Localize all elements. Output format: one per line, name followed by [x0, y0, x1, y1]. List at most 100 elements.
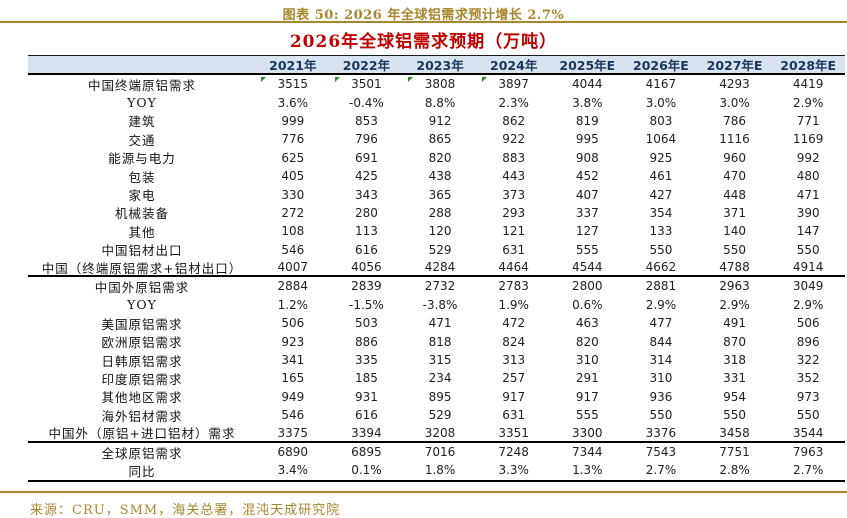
value-cell: 550 [796, 242, 820, 257]
value-cell: -3.8% [422, 297, 458, 312]
value-cell: 120 [428, 224, 452, 239]
value-cell: 853 [354, 113, 378, 128]
table-row: 能源与电力 625 691 820 883 908 925 960 992 [28, 149, 845, 167]
value-cell: 3376 [645, 425, 677, 440]
value-cell: 427 [649, 187, 673, 202]
value-cell: 0.1% [351, 463, 382, 478]
value-cell: 140 [723, 224, 747, 239]
value-cell: 999 [281, 113, 305, 128]
value-cell: 7248 [498, 445, 529, 459]
value-cell: 776 [281, 132, 305, 147]
value-cell: 529 [428, 408, 452, 423]
value-cell: 555 [575, 242, 599, 257]
value-cell: 3208 [424, 425, 456, 440]
table-row: 中国外原铝需求 2884 2839 2732 2783 2800 2881 2963 3049 [28, 277, 845, 295]
value-cell: 371 [723, 205, 747, 220]
value-cell: 4056 [351, 260, 382, 275]
cell-corner-marker-icon [481, 77, 487, 82]
value-cell: 954 [723, 389, 747, 404]
value-cell: 7543 [645, 445, 677, 459]
value-cell: 550 [723, 408, 747, 423]
value-cell: 2884 [277, 279, 309, 294]
value-cell: 185 [354, 371, 378, 386]
value-cell: 3049 [792, 279, 824, 294]
value-cell: 2.7% [645, 463, 677, 478]
value-cell: 352 [796, 371, 820, 386]
row-label: 中国（终端原铝需求+铝材出口） [41, 260, 243, 276]
cell-corner-marker-icon [261, 77, 266, 82]
value-cell: 616 [354, 408, 378, 423]
value-cell: 314 [649, 353, 673, 368]
value-cell: 3300 [572, 425, 603, 440]
value-cell: 796 [354, 132, 378, 147]
value-cell: 234 [428, 371, 452, 386]
row-label: 建筑 [128, 114, 156, 130]
row-label: YOY [127, 95, 157, 111]
table-row: 中国（终端原铝需求+铝材出口） 4007 4056 4284 4464 4544 4662 4… [28, 259, 845, 278]
value-cell: 616 [354, 242, 378, 257]
value-cell: 4293 [719, 77, 750, 92]
value-cell: 625 [281, 150, 305, 165]
table-row: YOY 3.6% -0.4% 8.8% 2.3% 3.8% 3.0% 3.0% 2.9% [28, 93, 845, 111]
value-cell: 506 [281, 316, 305, 331]
value-cell: 820 [575, 334, 599, 349]
value-cell: 6890 [277, 445, 309, 459]
value-cell: 313 [502, 353, 526, 368]
value-cell: 1.8% [424, 463, 456, 478]
value-cell: 472 [502, 316, 526, 331]
value-cell: 4464 [498, 260, 529, 275]
value-cell: 7963 [792, 445, 824, 459]
value-cell: 862 [502, 113, 526, 128]
value-cell: 6895 [351, 445, 382, 459]
table-row: 欧洲原铝需求 923 886 818 824 820 844 870 896 [28, 332, 845, 351]
value-cell: 503 [354, 316, 378, 331]
value-cell: 1.9% [498, 297, 529, 312]
value-cell: 973 [796, 389, 820, 404]
value-cell: 390 [796, 205, 820, 220]
value-cell: 2.8% [719, 463, 750, 478]
value-cell: 127 [575, 224, 599, 239]
table-row: 中国外（原铝+进口铝材）需求 3375 3394 3208 3351 3300 3376 34… [28, 424, 845, 443]
cell-corner-marker-icon [334, 77, 340, 82]
value-cell: 310 [649, 371, 673, 386]
value-cell: 293 [502, 205, 526, 220]
value-cell: 4544 [572, 260, 603, 275]
value-cell: 1169 [792, 132, 824, 147]
value-cell: 2881 [645, 279, 677, 294]
value-cell: 470 [723, 169, 747, 184]
value-cell: 463 [575, 316, 599, 331]
value-cell: 2.9% [792, 95, 824, 110]
value-cell: 3808 [403, 75, 477, 93]
column-header: 2022年 [342, 58, 391, 73]
value-cell: 3501 [330, 75, 404, 93]
table-row: 美国原铝需求 506 503 471 472 463 477 491 506 [28, 314, 845, 332]
table-title: 2026年全球铝需求预期（万吨） [289, 32, 558, 52]
value-cell: 896 [796, 334, 820, 349]
value-cell: 824 [502, 334, 526, 349]
value-cell: 2839 [351, 279, 382, 294]
value-cell: 405 [281, 169, 305, 184]
value-cell: 272 [281, 205, 305, 220]
value-cell: 4914 [792, 260, 824, 275]
row-label: 印度原铝需求 [101, 371, 183, 387]
value-cell: 631 [502, 242, 526, 257]
row-label: 美国原铝需求 [101, 316, 183, 332]
value-cell: 529 [428, 242, 452, 257]
value-cell: 886 [354, 334, 378, 349]
value-cell: 3394 [351, 425, 382, 440]
table-row: 全球原铝需求 6890 6895 7016 7248 7344 7543 7751 7963 [28, 443, 845, 461]
value-cell: 931 [354, 389, 378, 404]
value-cell: 3.4% [277, 463, 309, 478]
value-cell: 1.2% [277, 297, 309, 312]
value-cell: 2783 [498, 279, 529, 294]
value-cell: 452 [575, 169, 599, 184]
value-cell: 908 [575, 150, 599, 165]
value-cell: 631 [502, 408, 526, 423]
value-cell: 477 [649, 316, 673, 331]
value-cell: 108 [281, 224, 305, 239]
value-cell: 917 [502, 389, 526, 404]
value-cell: 3.0% [719, 95, 750, 110]
row-label: 机械装备 [114, 206, 169, 222]
value-cell: 257 [502, 371, 526, 386]
value-cell: 7751 [719, 445, 750, 459]
